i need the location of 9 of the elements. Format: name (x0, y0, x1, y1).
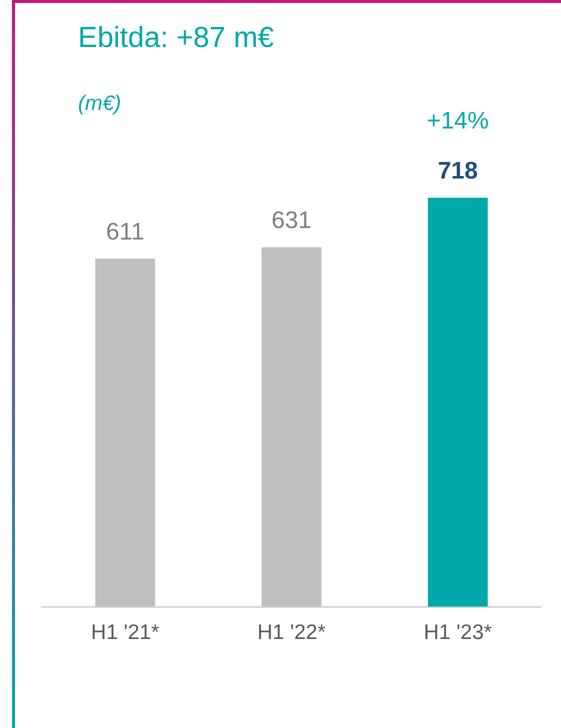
data-label: 631 (271, 206, 312, 234)
chart-title: Ebitda: +87 m€ (78, 22, 274, 55)
data-label: 611 (106, 218, 144, 246)
x-tick-label: H1 '23* (424, 621, 492, 644)
data-label: 718 (438, 157, 478, 184)
annotation: +14% (426, 107, 489, 134)
x-tick-label: H1 '21* (91, 621, 160, 644)
chart-subtitle: (m€) (78, 92, 122, 116)
x-tick-label: H1 '22* (257, 621, 326, 644)
